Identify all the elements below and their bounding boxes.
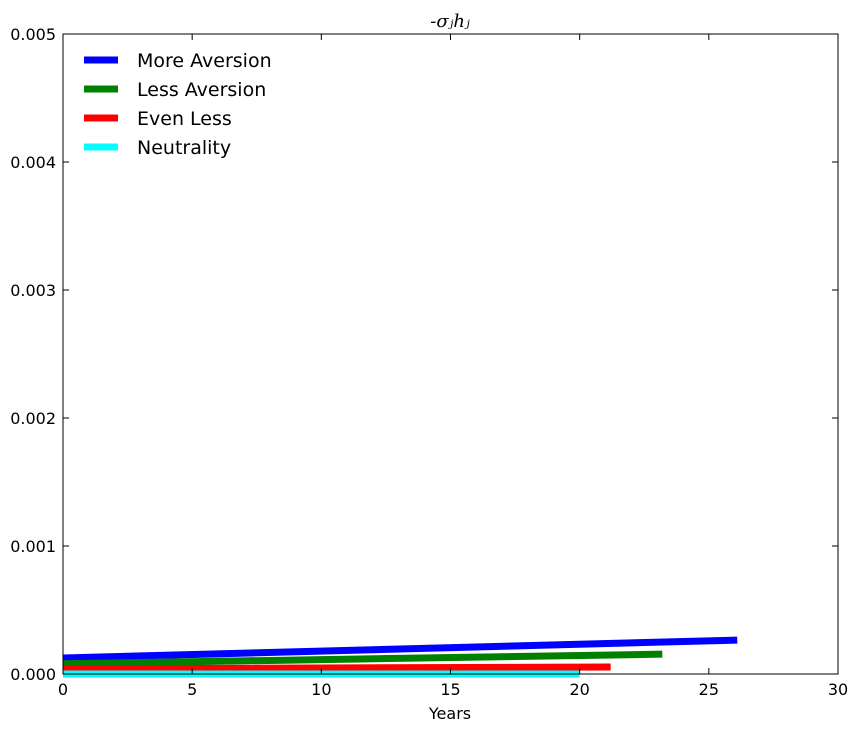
axis-ticks: 0 5 10 15 20 25 30 0.000 0.001 0.002 0.003 0.004 0.0… xyxy=(10,25,848,699)
x-tick-label: 5 xyxy=(187,680,197,699)
x-tick-label: 25 xyxy=(699,680,719,699)
series-line-2 xyxy=(62,663,611,673)
legend: More Aversion Less Aversion Even Less Neutr… xyxy=(84,50,272,159)
y-tick-label: 0.005 xyxy=(10,25,56,44)
y-tick-label: 0.003 xyxy=(10,281,56,300)
chart-title: -σⱼhⱼ xyxy=(430,11,470,32)
y-tick-label: 0.004 xyxy=(10,153,56,172)
x-tick-label: 20 xyxy=(569,680,589,699)
x-axis-label: Years xyxy=(428,704,471,723)
legend-label-3: Neutrality xyxy=(137,137,231,159)
y-tick-label: 0.002 xyxy=(10,409,56,428)
legend-label-2: Even Less xyxy=(137,108,232,130)
x-tick-label: 0 xyxy=(58,680,68,699)
y-tick-label: 0.001 xyxy=(10,537,56,556)
y-tick-label: 0.000 xyxy=(10,665,56,684)
x-tick-label: 15 xyxy=(440,680,460,699)
legend-label-0: More Aversion xyxy=(137,50,272,72)
legend-label-1: Less Aversion xyxy=(137,79,266,101)
series-line-1 xyxy=(62,650,663,668)
x-tick-label: 10 xyxy=(311,680,331,699)
x-tick-label: 30 xyxy=(828,680,848,699)
series-line-0 xyxy=(62,636,738,662)
